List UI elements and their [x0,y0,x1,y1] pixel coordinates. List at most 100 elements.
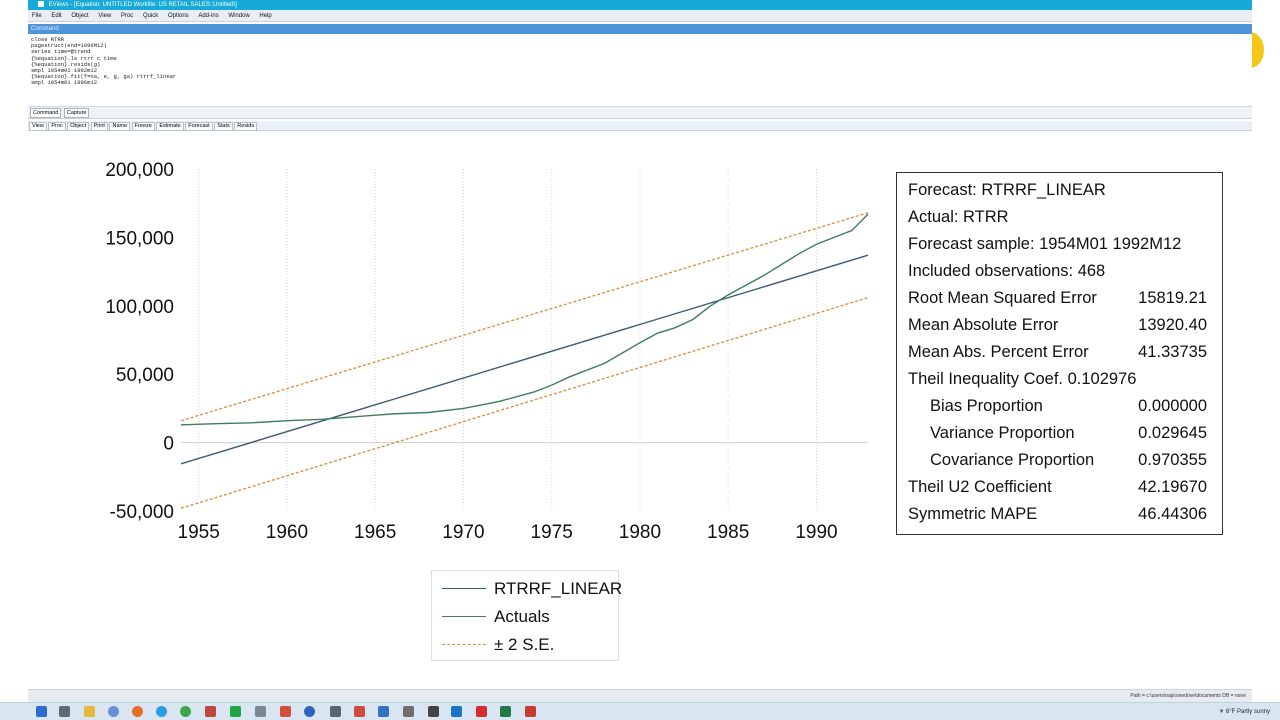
menu-item-proc[interactable]: Proc [120,13,134,19]
object-button[interactable]: Object [67,122,90,131]
menu-item-object[interactable]: Object [71,13,89,19]
taskbar: ☀ 6°F Partly sunny [0,702,1280,720]
command-line: {%equation}.fit(f=na, e, g, ga) rtrrf_li… [31,73,177,81]
weather-text: 6°F Partly sunny [1225,709,1270,715]
stats-label: Covariance Proportion [930,451,1095,469]
y-tick-label: -50,000 [110,502,174,523]
command-line: close RTRR [31,36,65,43]
app-icon-red[interactable] [205,706,216,717]
stats-sample: Forecast sample: 1954M01 1992M12 [908,235,1182,253]
zoom-icon[interactable] [304,706,315,717]
editor-icon[interactable] [378,706,389,717]
menu-item-quick[interactable]: Quick [142,13,159,19]
eviews-taskbar-icon[interactable] [451,706,462,717]
stats-label: Theil Inequality Coef. 0.102976 [908,370,1137,388]
camtasia-icon[interactable] [230,706,241,717]
x-tick-label: 1955 [178,522,220,543]
firefox-icon[interactable] [132,706,143,717]
tab-capture[interactable]: Capture [63,108,90,118]
command-line: {%equation}.resids(g) [31,60,101,68]
freeze-button[interactable]: Freeze [131,122,155,131]
forecast-button[interactable]: Forecast [185,122,213,131]
x-tick-label: 1980 [619,522,661,543]
x-tick-label: 1990 [795,522,837,543]
command-line: series time=@trend [31,48,91,56]
forecast-stats-box: Forecast: RTRRF_LINEAR Actual: RTRR Fore… [896,172,1223,535]
start-icon[interactable] [36,706,47,717]
stats-button[interactable]: Stats [214,122,233,131]
stats-value: 0.029645 [1138,424,1207,442]
estimate-button[interactable]: Estimate [156,122,184,131]
stats-label: Bias Proportion [930,397,1043,415]
command-line: {%equation}.ls rtrr c time [31,54,117,62]
acrobat-icon[interactable] [476,706,487,717]
app-icon-dark[interactable] [403,706,414,717]
stats-value: 42.19670 [1138,478,1207,496]
menu-item-window[interactable]: Window [228,13,250,19]
equation-view: 200,000 150,000 100,000 50,000 0 -50,000 1955 1… [28,134,1252,689]
chrome-icon[interactable] [180,706,191,717]
legend-label: RTRRF_LINEAR [494,579,623,598]
stats-value: 0.970355 [1138,451,1207,469]
command-line: pagestruct(end=1996M12) [31,42,107,50]
pdf-reader-icon[interactable] [354,706,365,717]
menu-item-addins[interactable]: Add-ins [198,13,219,19]
edge-icon[interactable] [156,706,167,717]
menu-item-file[interactable]: File [32,13,42,19]
y-tick-label: 150,000 [105,228,174,249]
command-window[interactable]: close RTRR pagestruct(end=1996M12) serie… [28,34,1252,107]
stats-value: 13920.40 [1138,316,1207,334]
menu-item-help[interactable]: Help [259,13,272,19]
y-tick-label: 200,000 [105,160,174,181]
x-tick-label: 1970 [442,522,484,543]
tab-command[interactable]: Command [30,108,62,118]
stats-label: Mean Absolute Error [908,316,1059,334]
matlab-icon[interactable] [280,706,291,717]
stats-label: Variance Proportion [930,424,1075,442]
resids-button[interactable]: Resids [234,122,258,131]
proc-button[interactable]: Proc [48,122,66,131]
powerpoint-icon[interactable] [525,706,536,717]
task-view-icon[interactable] [59,706,70,717]
title-bar: EViews - [Equation: UNTITLED Workfile: U… [28,0,1252,10]
file-explorer-icon[interactable] [84,706,95,717]
object-toolbar: View Proc Object Print Name Freeze Estim… [28,121,1252,131]
series-line [180,213,869,426]
menu-item-options[interactable]: Options [167,13,189,19]
stats-value: 0.000000 [1138,397,1207,415]
stats-label: Symmetric MAPE [908,505,1038,523]
name-button[interactable]: Name [109,122,131,131]
legend-swatch [442,644,486,645]
command-header: Command [28,24,1252,34]
app-icon [38,1,44,8]
camera-icon[interactable] [255,706,266,717]
right-margin [1252,0,1280,702]
legend-swatch [442,588,486,589]
legend-label: ± 2 S.E. [494,635,555,654]
stats-value: 46.44306 [1138,505,1207,523]
stats-forecast: Forecast: RTRRF_LINEAR [908,181,1106,199]
print-button[interactable]: Print [90,122,108,131]
legend-swatch [442,616,486,617]
stats-label: Mean Abs. Percent Error [908,343,1089,361]
app-icon-black[interactable] [428,706,439,717]
y-tick-label: 50,000 [116,365,174,386]
legend-label: Actuals [494,607,550,626]
excel-icon[interactable] [500,706,511,717]
settings-icon[interactable] [108,706,119,717]
menu-item-view[interactable]: View [98,13,112,19]
x-tick-label: 1965 [354,522,396,543]
x-tick-label: 1975 [531,522,573,543]
command-line: smpl 1954m01 1992m12 [31,67,98,75]
stats-label: Root Mean Squared Error [908,289,1097,307]
y-tick-label: 100,000 [105,297,174,318]
view-button[interactable]: View [29,122,47,131]
series-line-lower [180,296,869,509]
menu-item-edit[interactable]: Edit [51,13,62,19]
status-bar: Path = c:\users\najs\onedrive\documents … [28,689,1252,702]
stats-value: 15819.21 [1138,289,1207,307]
series-line [180,254,869,465]
app-icon-gray[interactable] [330,706,341,717]
